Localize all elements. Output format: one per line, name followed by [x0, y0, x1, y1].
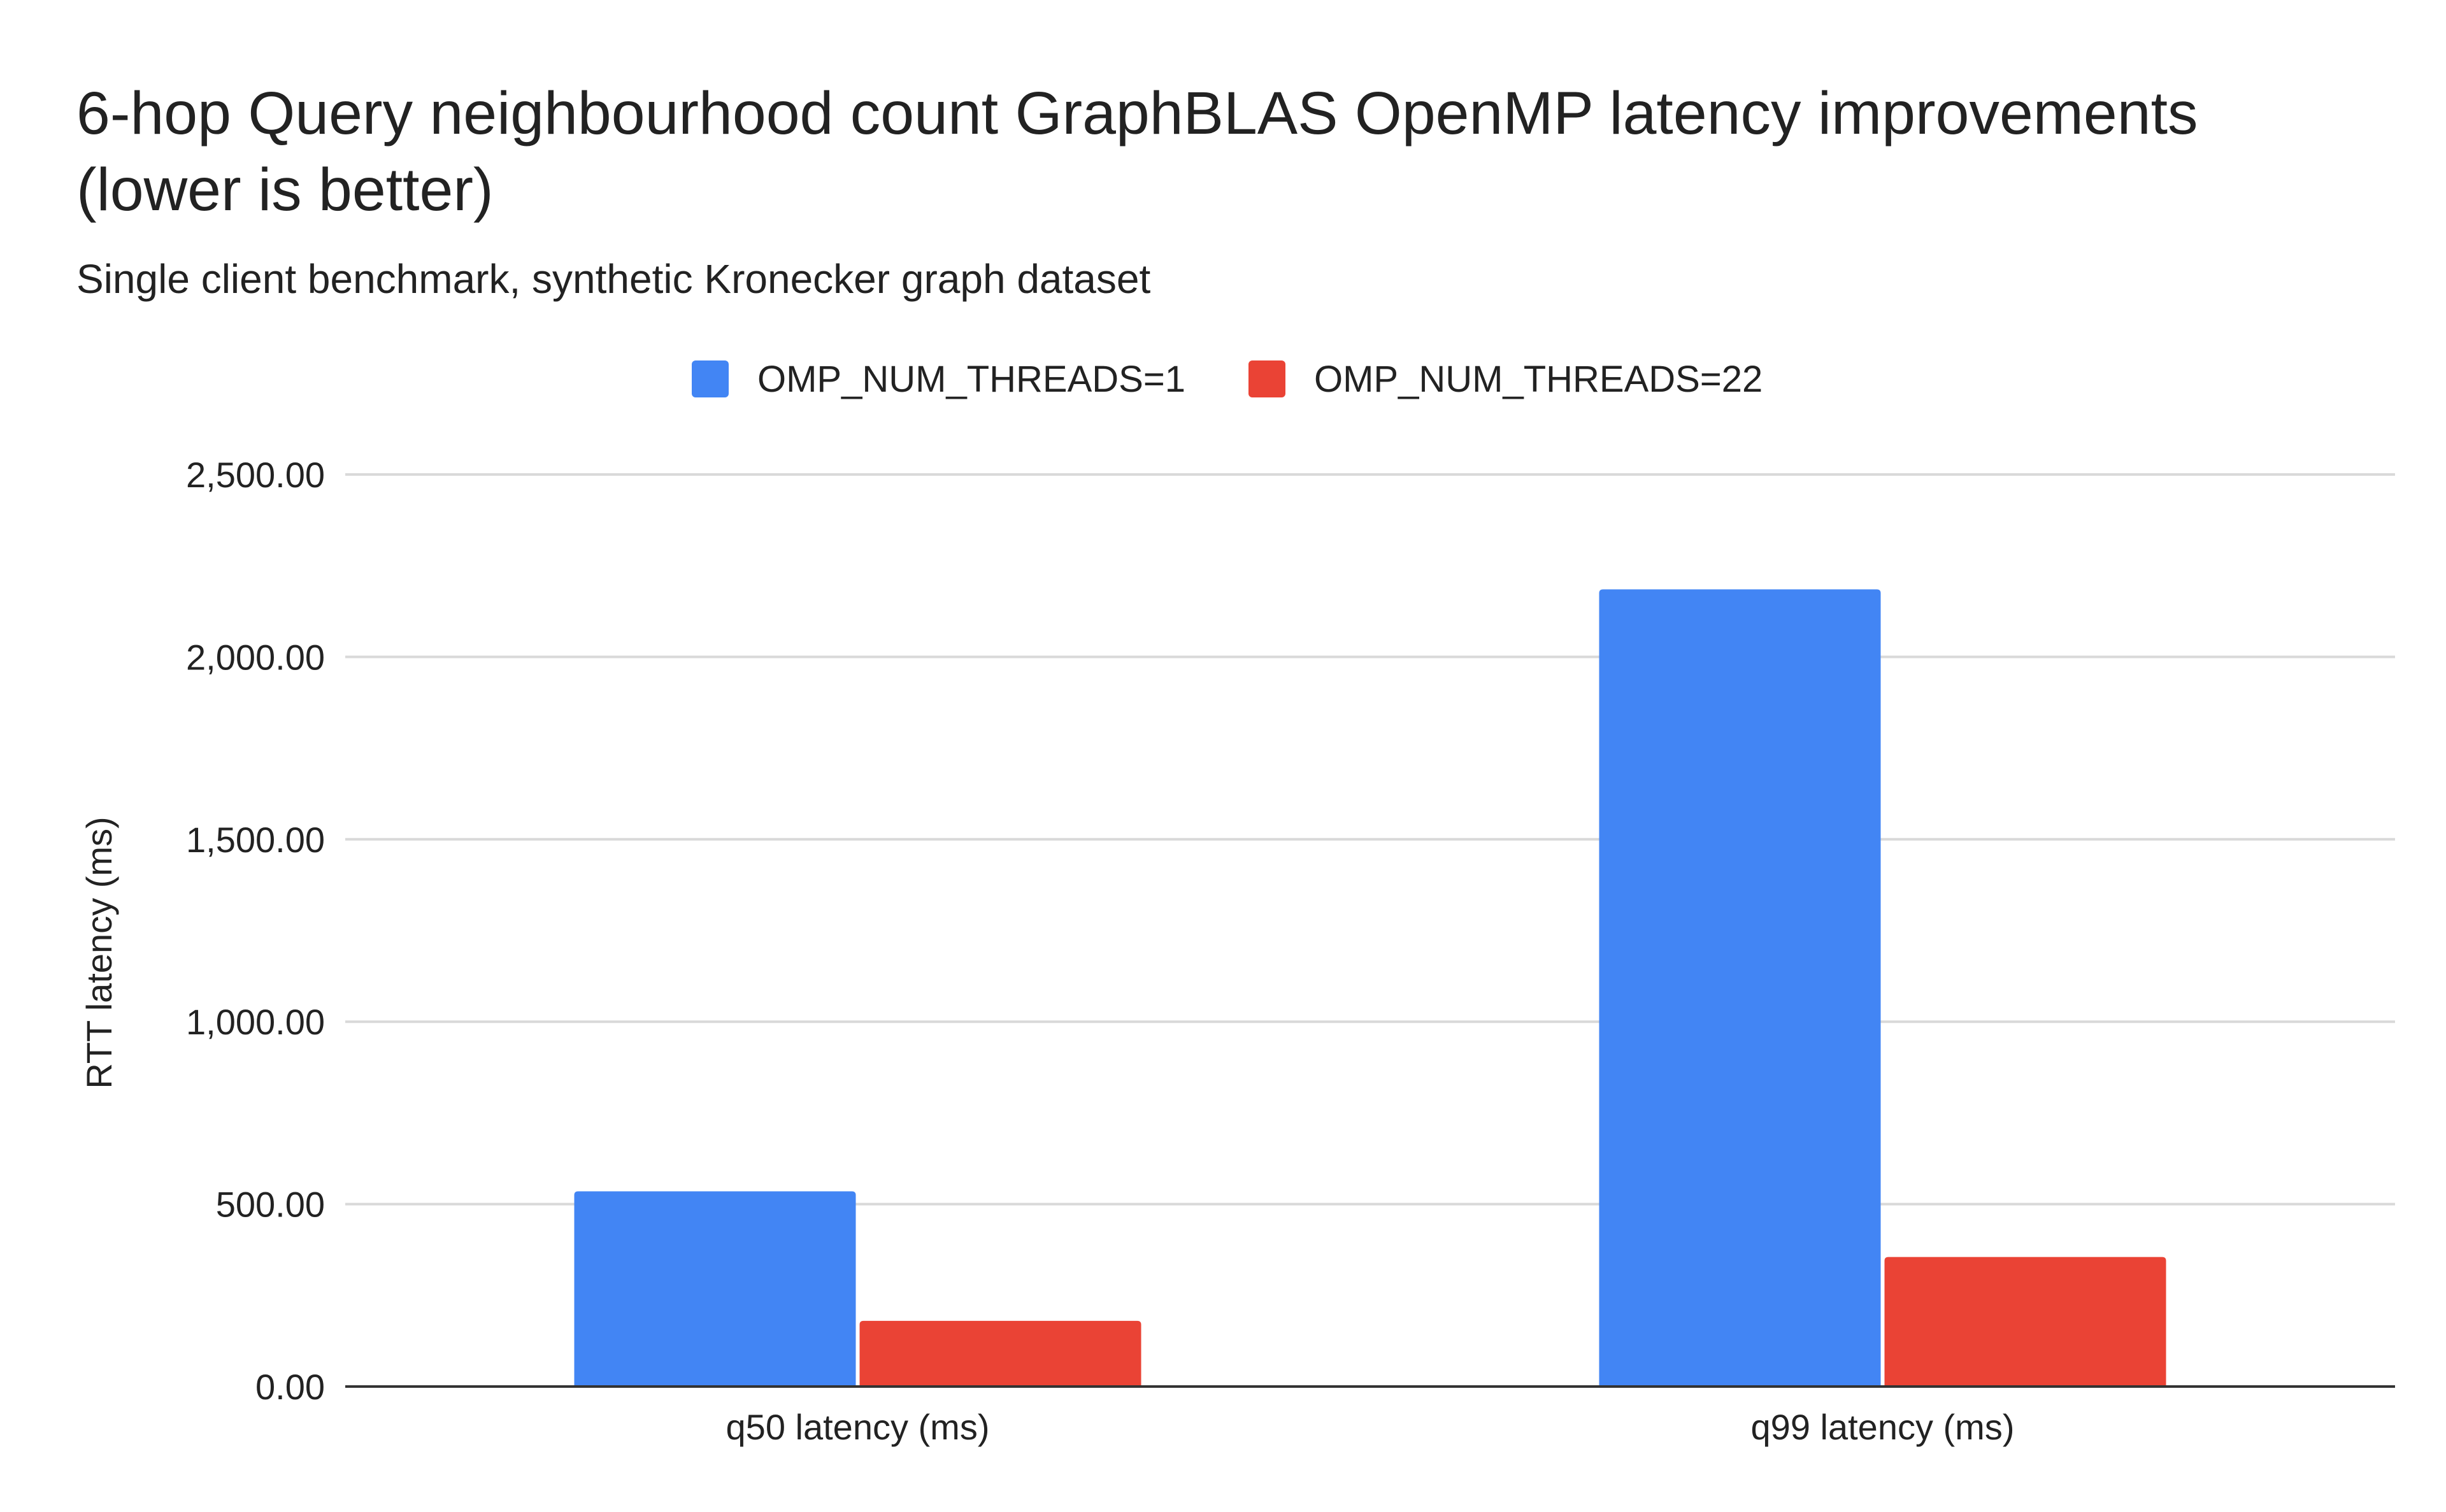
bar-threads-1-q99	[1599, 589, 1881, 1387]
x-tick-label: q99 latency (ms)	[1751, 1407, 2015, 1447]
y-tick-label: 2,500.00	[186, 455, 325, 495]
x-tick-label: q50 latency (ms)	[726, 1407, 990, 1447]
chart-title-line-2: (lower is better)	[76, 156, 494, 224]
y-tick-label: 0.00	[255, 1367, 325, 1407]
y-tick-label: 1,000.00	[186, 1002, 325, 1042]
legend: OMP_NUM_THREADS=1 OMP_NUM_THREADS=22	[692, 359, 1763, 400]
legend-swatch-threads-22	[1248, 360, 1285, 397]
y-tick-label: 2,000.00	[186, 637, 325, 677]
x-axis-tick-labels: q50 latency (ms) q99 latency (ms)	[726, 1407, 2015, 1447]
bar-threads-22-q99	[1884, 1257, 2166, 1387]
chart-title-line-1: 6-hop Query neighbourhood count GraphBLA…	[76, 80, 2198, 147]
bar-threads-1-q50	[574, 1191, 856, 1387]
legend-label-threads-1: OMP_NUM_THREADS=1	[757, 359, 1185, 400]
y-axis-tick-labels: 0.00 500.00 1,000.00 1,500.00 2,000.00 2,500.…	[186, 455, 325, 1407]
y-tick-label: 1,500.00	[186, 820, 325, 860]
chart-title: 6-hop Query neighbourhood count GraphBLA…	[76, 80, 2198, 224]
bar-threads-22-q50	[859, 1320, 1141, 1387]
y-axis-title: RTT latency (ms)	[79, 817, 119, 1088]
y-tick-label: 500.00	[216, 1185, 325, 1225]
gridlines	[345, 473, 2395, 1206]
chart-subtitle: Single client benchmark, synthetic Krone…	[76, 256, 1150, 302]
bars	[574, 589, 2166, 1387]
legend-label-threads-22: OMP_NUM_THREADS=22	[1314, 359, 1763, 400]
legend-swatch-threads-1	[692, 360, 729, 397]
